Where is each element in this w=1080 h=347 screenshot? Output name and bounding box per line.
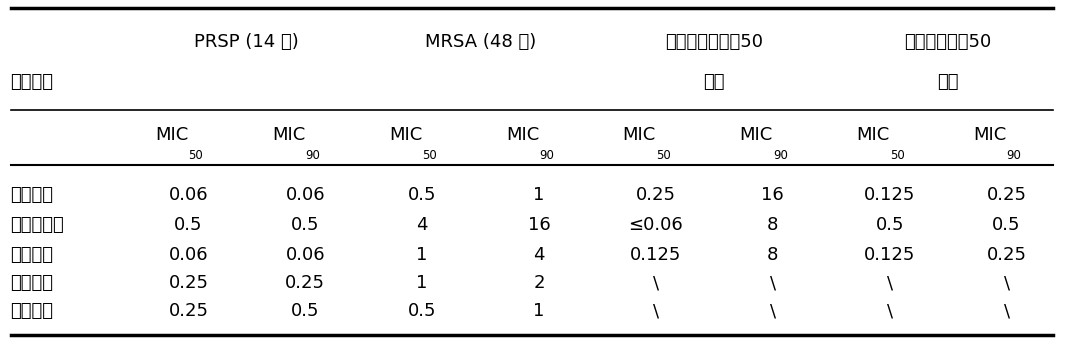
Text: 0.25: 0.25 [168, 302, 208, 320]
Text: MIC: MIC [272, 126, 306, 144]
Text: 50: 50 [890, 149, 904, 162]
Text: \: \ [653, 302, 659, 320]
Text: \: \ [770, 302, 775, 320]
Text: 50: 50 [188, 149, 203, 162]
Text: 0.5: 0.5 [174, 216, 203, 234]
Text: 0.125: 0.125 [631, 246, 681, 264]
Text: 0.5: 0.5 [408, 302, 436, 320]
Text: 株）: 株） [704, 73, 725, 91]
Text: 1: 1 [417, 246, 428, 264]
Text: 0.25: 0.25 [986, 186, 1027, 204]
Text: 万古霎素: 万古霎素 [10, 274, 53, 292]
Text: 1: 1 [534, 186, 544, 204]
Text: MIC: MIC [389, 126, 422, 144]
Text: 50: 50 [422, 149, 437, 162]
Text: ≤0.06: ≤0.06 [629, 216, 684, 234]
Text: 90: 90 [773, 149, 787, 162]
Text: 90: 90 [539, 149, 554, 162]
Text: 16: 16 [761, 186, 784, 204]
Text: \: \ [1003, 274, 1010, 292]
Text: 肺炎克雷伯菌（50: 肺炎克雷伯菌（50 [665, 33, 764, 51]
Text: 90: 90 [306, 149, 320, 162]
Text: MIC: MIC [740, 126, 773, 144]
Text: 0.125: 0.125 [864, 246, 916, 264]
Text: \: \ [770, 274, 775, 292]
Text: 90: 90 [1007, 149, 1022, 162]
Text: 50: 50 [656, 149, 671, 162]
Text: 1: 1 [534, 302, 544, 320]
Text: 0.5: 0.5 [408, 186, 436, 204]
Text: 1: 1 [417, 274, 428, 292]
Text: 0.125: 0.125 [864, 186, 916, 204]
Text: 8: 8 [767, 246, 779, 264]
Text: \: \ [887, 274, 893, 292]
Text: MIC: MIC [156, 126, 188, 144]
Text: 16: 16 [528, 216, 551, 234]
Text: 奈诺沙星: 奈诺沙星 [10, 186, 53, 204]
Text: 株）: 株） [937, 73, 959, 91]
Text: 0.25: 0.25 [636, 186, 676, 204]
Text: \: \ [653, 274, 659, 292]
Text: \: \ [887, 302, 893, 320]
Text: 4: 4 [417, 216, 428, 234]
Text: 莫西沙星: 莫西沙星 [10, 246, 53, 264]
Text: 0.5: 0.5 [292, 216, 320, 234]
Text: 肺炎支原体（50: 肺炎支原体（50 [905, 33, 991, 51]
Text: 0.5: 0.5 [876, 216, 904, 234]
Text: 左氧氟沙星: 左氧氟沙星 [10, 216, 64, 234]
Text: 0.5: 0.5 [292, 302, 320, 320]
Text: 8: 8 [767, 216, 779, 234]
Text: 0.06: 0.06 [285, 246, 325, 264]
Text: 0.5: 0.5 [993, 216, 1021, 234]
Text: \: \ [1003, 302, 1010, 320]
Text: 0.25: 0.25 [168, 274, 208, 292]
Text: MRSA (48 株): MRSA (48 株) [426, 33, 537, 51]
Text: MIC: MIC [973, 126, 1007, 144]
Text: 0.25: 0.25 [285, 274, 325, 292]
Text: 0.06: 0.06 [168, 186, 208, 204]
Text: MIC: MIC [505, 126, 539, 144]
Text: 药物名称: 药物名称 [10, 73, 53, 91]
Text: MIC: MIC [856, 126, 890, 144]
Text: 0.06: 0.06 [285, 186, 325, 204]
Text: 2: 2 [534, 274, 544, 292]
Text: PRSP (14 株): PRSP (14 株) [194, 33, 299, 51]
Text: 4: 4 [534, 246, 544, 264]
Text: MIC: MIC [623, 126, 656, 144]
Text: 利奈唑胺: 利奈唑胺 [10, 302, 53, 320]
Text: 0.06: 0.06 [168, 246, 208, 264]
Text: 0.25: 0.25 [986, 246, 1027, 264]
